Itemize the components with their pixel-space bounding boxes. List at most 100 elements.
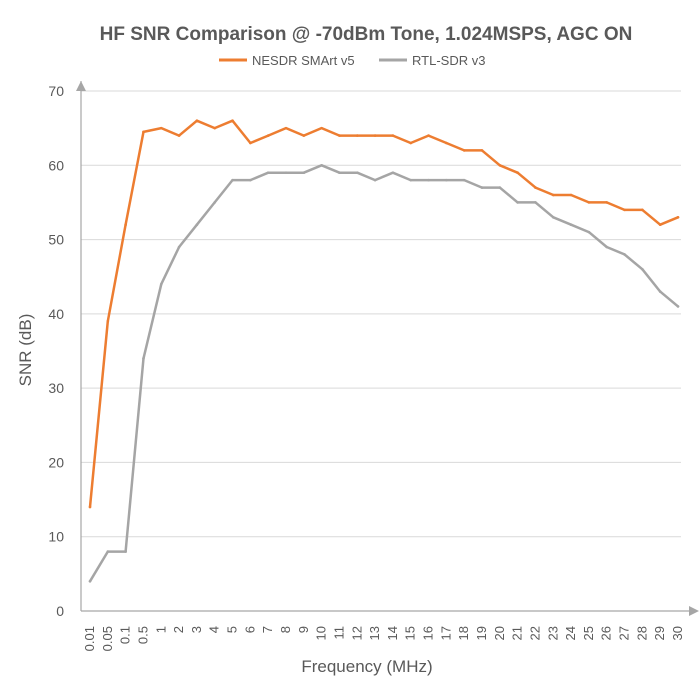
data-point — [623, 253, 626, 256]
axes — [76, 81, 699, 616]
data-point — [534, 186, 537, 189]
data-point — [88, 579, 92, 583]
data-point — [355, 134, 359, 137]
y-tick-label: 0 — [56, 603, 64, 619]
data-point — [106, 550, 110, 553]
data-point — [320, 163, 323, 167]
x-tick-labels: 0.01 0.05 0.1 0.5 1 2 3 4 5 6 7 8 9 10 11 12 13 14 15 16 17 1… — [82, 626, 685, 651]
data-point — [195, 119, 199, 123]
data-point — [498, 186, 502, 189]
data-point — [88, 505, 92, 509]
x-tick-label: 13 — [367, 626, 382, 640]
data-point — [641, 208, 644, 212]
x-tick-label: 1 — [153, 626, 168, 633]
data-point — [587, 201, 591, 204]
x-tick-label: 7 — [260, 626, 275, 633]
y-tick-label: 40 — [48, 306, 64, 322]
x-tick-label: 28 — [634, 626, 649, 640]
data-point — [391, 134, 395, 137]
data-point — [249, 178, 252, 182]
x-tick-label: 30 — [670, 626, 685, 640]
y-tick-label: 50 — [48, 232, 64, 248]
data-point — [641, 267, 644, 271]
x-tick-label: 0.5 — [135, 626, 150, 644]
data-point — [605, 245, 609, 249]
data-point — [427, 134, 430, 137]
x-tick-label: 27 — [617, 626, 632, 640]
series-line — [88, 164, 680, 583]
data-point — [427, 178, 430, 182]
data-point — [159, 126, 163, 130]
data-point — [302, 171, 306, 175]
chart-title: HF SNR Comparison @ -70dBm Tone, 1.024MS… — [100, 24, 633, 45]
data-point — [231, 119, 234, 123]
x-tick-label: 5 — [225, 626, 240, 633]
data-point — [623, 208, 626, 212]
data-point — [658, 290, 662, 293]
data-point — [302, 134, 306, 137]
x-tick-label: 2 — [171, 626, 186, 633]
series-nesdr-smart-v5 — [88, 119, 680, 509]
data-point — [445, 141, 448, 145]
x-tick-label: 0.05 — [100, 626, 115, 651]
y-tick-label: 10 — [48, 529, 64, 545]
data-point — [498, 163, 502, 167]
data-point — [373, 134, 377, 137]
x-tick-label: 11 — [331, 626, 346, 640]
x-tick-label: 14 — [385, 626, 400, 640]
legend-label-nesdr: NESDR SMArt v5 — [252, 53, 355, 68]
data-point — [142, 357, 145, 360]
x-tick-label: 9 — [296, 626, 311, 633]
data-point — [355, 171, 359, 175]
data-point — [213, 126, 217, 130]
x-tick-label: 19 — [474, 626, 489, 640]
x-axis-title: Frequency (MHz) — [301, 657, 432, 676]
x-tick-label: 0.01 — [82, 626, 97, 651]
data-point — [177, 134, 181, 137]
data-point — [569, 193, 573, 197]
data-point — [142, 130, 145, 134]
data-point — [124, 223, 127, 227]
y-axis-arrow — [76, 81, 86, 91]
data-point — [266, 134, 270, 137]
x-tick-label: 16 — [421, 626, 436, 640]
data-point — [231, 178, 234, 182]
data-point — [551, 193, 555, 197]
x-tick-label: 8 — [278, 626, 293, 633]
data-point — [605, 201, 609, 204]
data-point — [516, 171, 519, 175]
data-point — [551, 215, 555, 219]
data-point — [569, 223, 573, 227]
x-tick-label: 20 — [492, 626, 507, 640]
data-point — [462, 178, 466, 182]
y-tick-label: 70 — [48, 83, 64, 99]
data-point — [159, 282, 163, 286]
data-point — [462, 149, 466, 152]
x-tick-label: 17 — [438, 626, 453, 640]
data-point — [338, 171, 341, 175]
series-rtl-sdr-v3 — [88, 163, 680, 583]
data-point — [177, 245, 181, 249]
x-tick-label: 0.1 — [118, 626, 133, 644]
data-point — [516, 201, 519, 204]
x-tick-label: 29 — [652, 626, 667, 640]
x-tick-label: 21 — [510, 626, 525, 640]
data-point — [409, 178, 413, 182]
x-tick-label: 26 — [599, 626, 614, 640]
x-tick-label: 4 — [207, 626, 222, 633]
data-point — [445, 178, 448, 182]
y-tick-label: 60 — [48, 157, 64, 173]
data-point — [249, 141, 252, 145]
data-point — [266, 171, 270, 175]
x-tick-label: 24 — [563, 626, 578, 640]
data-series — [88, 119, 680, 583]
y-axis-title: SNR (dB) — [16, 314, 35, 387]
x-tick-label: 18 — [456, 626, 471, 640]
x-tick-label: 3 — [189, 626, 204, 633]
data-point — [320, 126, 323, 130]
data-point — [587, 230, 591, 234]
data-point — [124, 550, 127, 553]
x-tick-label: 6 — [242, 626, 257, 633]
